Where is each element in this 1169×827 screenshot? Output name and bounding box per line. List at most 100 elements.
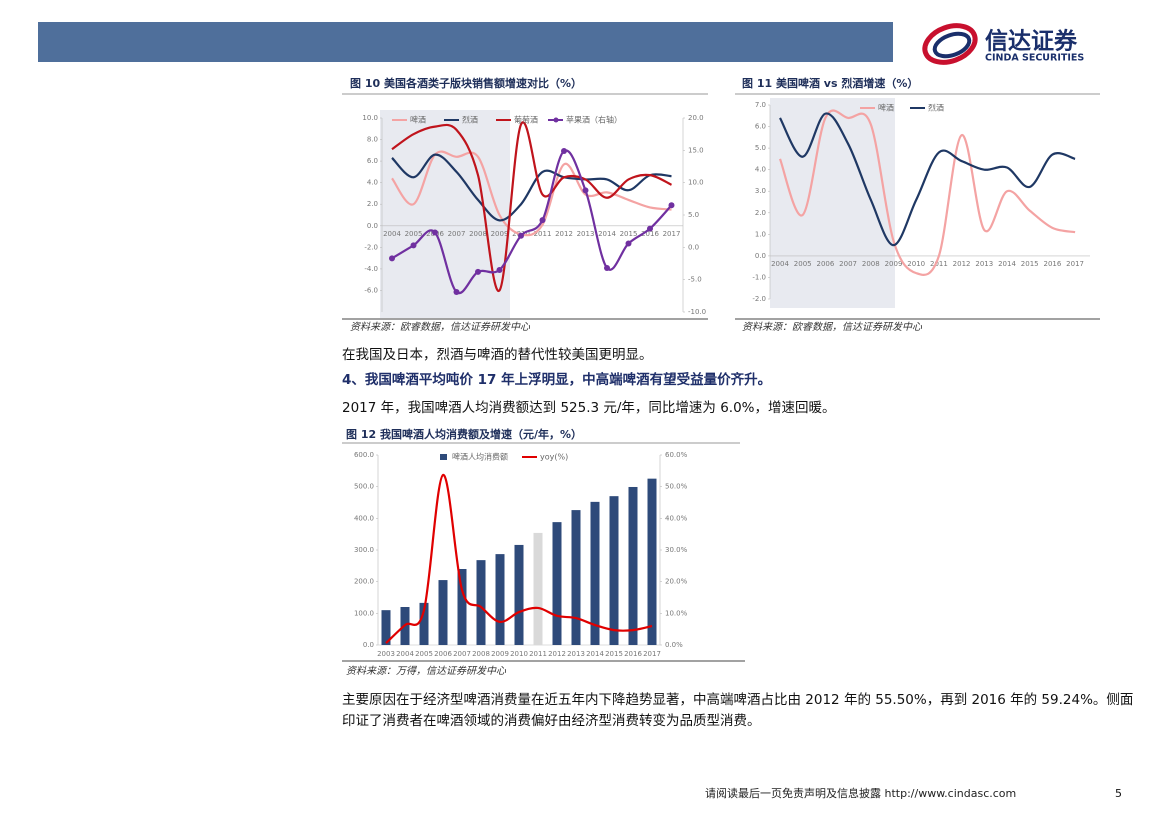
- x-tick-label: 2011: [529, 650, 547, 658]
- y-tick-label: 6.0: [367, 157, 378, 165]
- x-tick-label: 2017: [663, 230, 681, 238]
- series-line: [391, 149, 673, 295]
- x-tick-label: 2004: [396, 650, 414, 658]
- point-marker: [389, 255, 395, 262]
- section-heading: 4、我国啤酒平均吨价 17 年上浮明显，中高端啤酒有望受益量价齐升。: [342, 372, 772, 388]
- bar: [647, 478, 657, 645]
- y-tick-label: 200.0: [354, 578, 374, 586]
- y2-tick-label: 60.0%: [665, 451, 688, 459]
- y-tick-label: 2.0: [755, 209, 766, 217]
- x-tick-label: 2010: [907, 260, 925, 268]
- point-marker: [561, 147, 567, 154]
- y2-tick-label: 20.0: [688, 114, 704, 122]
- legend-label: 烈酒: [462, 116, 478, 125]
- series-line: [779, 112, 1076, 247]
- bar: [457, 569, 467, 645]
- point-marker: [668, 202, 675, 209]
- point-marker: [582, 187, 589, 194]
- logo-swoosh: [932, 31, 972, 59]
- series-line: [391, 150, 672, 237]
- bar: [609, 496, 619, 645]
- y-tick-label: -4.0: [364, 265, 378, 273]
- x-tick-label: 2009: [491, 230, 509, 238]
- bar: [552, 522, 562, 645]
- bar: [533, 532, 543, 645]
- bar: [438, 580, 448, 645]
- y2-tick-label: 0.0: [688, 243, 699, 251]
- x-tick-label: 2011: [930, 260, 948, 268]
- chart-source: 资料来源：欧睿数据，信达证券研发中心: [350, 321, 531, 333]
- x-tick-label: 2008: [469, 230, 487, 238]
- x-tick-label: 2017: [1066, 260, 1084, 268]
- y2-tick-label: 20.0%: [665, 578, 688, 586]
- y2-tick-label: -5.0: [688, 276, 702, 284]
- x-tick-label: 2008: [472, 650, 490, 658]
- x-tick-label: 2015: [1021, 260, 1039, 268]
- x-tick-label: 2005: [405, 230, 423, 238]
- x-tick-label: 2007: [448, 230, 466, 238]
- y-tick-label: 3.0: [755, 187, 766, 195]
- y-tick-label: 4.0: [755, 166, 766, 174]
- x-tick-label: 2016: [624, 650, 642, 658]
- point-marker: [647, 225, 653, 232]
- logo: 信达证券 CINDA SECURITIES: [922, 23, 1084, 65]
- point-marker: [496, 266, 503, 273]
- y-tick-label: 2.0: [367, 200, 378, 208]
- bar: [419, 602, 429, 645]
- chart-source: 资料来源：万得，信达证券研发中心: [346, 665, 507, 677]
- chart-title: 图 12 我国啤酒人均消费额及增速（元/年，%）: [346, 427, 582, 441]
- legend-swatch: [553, 117, 559, 123]
- x-tick-label: 2006: [434, 650, 452, 658]
- x-tick-label: 2017: [643, 650, 661, 658]
- paragraph: 主要原因在于经济型啤酒消费量在近五年内下降趋势显著，中高端啤酒占比由 2012 …: [342, 692, 1134, 729]
- x-tick-label: 2004: [771, 260, 789, 268]
- point-marker: [539, 217, 546, 224]
- y-tick-label: 4.0: [367, 179, 378, 187]
- x-tick-label: 2004: [383, 230, 401, 238]
- x-tick-label: 2013: [567, 650, 585, 658]
- series-line: [391, 121, 672, 292]
- x-tick-label: 2013: [975, 260, 993, 268]
- point-marker: [604, 265, 610, 272]
- x-tick-label: 2005: [415, 650, 433, 658]
- highlight-band: [770, 98, 895, 308]
- y2-tick-label: 10.0: [688, 179, 704, 187]
- legend-label: 啤酒: [878, 103, 894, 113]
- x-tick-label: 2013: [577, 230, 595, 238]
- y2-tick-label: 10.0%: [665, 609, 688, 617]
- bar: [495, 554, 505, 645]
- legend-label: yoy(%): [540, 453, 568, 462]
- logo-english: CINDA SECURITIES: [985, 53, 1084, 64]
- y2-tick-label: -10.0: [688, 308, 706, 316]
- x-tick-label: 2015: [620, 230, 638, 238]
- chart-title: 图 11 美国啤酒 vs 烈酒增速（%）: [742, 76, 918, 90]
- series-line: [385, 473, 653, 644]
- footer-disclaimer: 请阅读最后一页免责声明及信息披露 http://www.cindasc.com: [705, 783, 1016, 804]
- bar: [381, 610, 391, 645]
- chart-source: 资料来源：欧睿数据，信达证券研发中心: [742, 321, 923, 333]
- x-tick-label: 2012: [953, 260, 971, 268]
- y-tick-label: 10.0: [362, 114, 378, 122]
- y-tick-label: 0.0: [367, 222, 378, 230]
- y2-tick-label: 50.0%: [665, 483, 688, 491]
- x-tick-label: 2010: [510, 650, 528, 658]
- series-line: [778, 109, 1076, 276]
- x-tick-label: 2015: [605, 650, 623, 658]
- paragraph: 2017 年，我国啤酒人均消费额达到 525.3 元/年，同比增速为 6.0%，…: [342, 400, 836, 416]
- bar: [590, 501, 600, 645]
- x-tick-label: 2007: [453, 650, 471, 658]
- point-marker: [410, 242, 417, 249]
- y-tick-label: 600.0: [354, 451, 374, 459]
- y2-tick-label: 0.0%: [665, 641, 683, 649]
- x-tick-label: 2006: [816, 260, 834, 268]
- y2-tick-label: 5.0: [688, 211, 699, 219]
- x-tick-label: 2016: [641, 230, 659, 238]
- point-marker: [625, 240, 632, 247]
- footer-url[interactable]: http://www.cindasc.com: [884, 787, 1017, 800]
- header-bar: [38, 22, 893, 62]
- point-marker: [432, 229, 438, 236]
- y-tick-label: -2.0: [752, 295, 766, 303]
- legend-label: 烈酒: [928, 104, 944, 113]
- y2-tick-label: 30.0%: [665, 546, 688, 554]
